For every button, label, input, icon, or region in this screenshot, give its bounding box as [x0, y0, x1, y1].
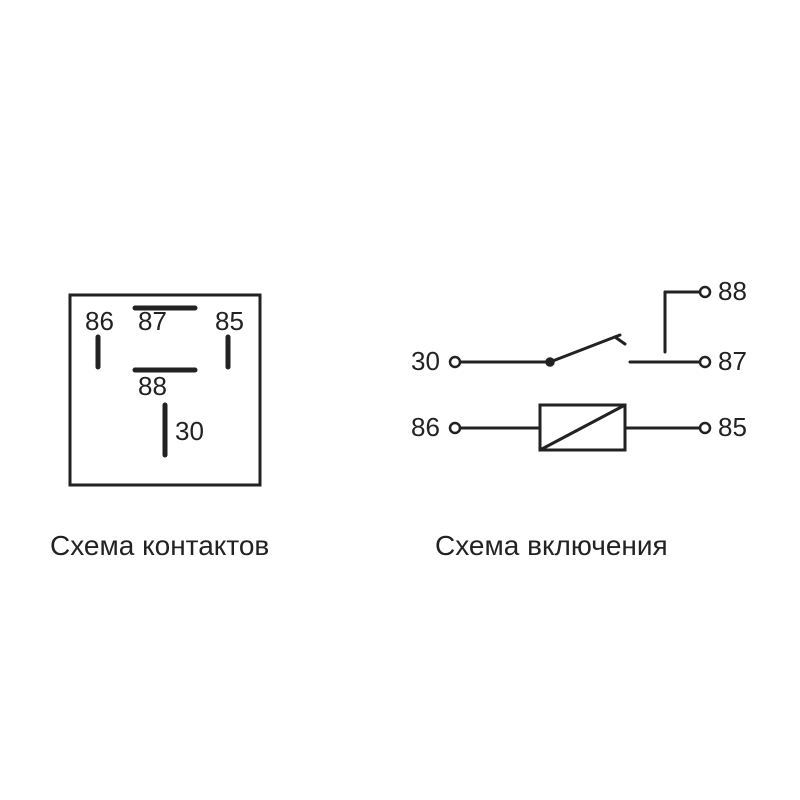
- terminal-t88: [700, 287, 710, 297]
- terminal-t30: [450, 357, 460, 367]
- terminal-label-t86: 86: [411, 412, 440, 442]
- terminal-label-t87: 87: [718, 346, 747, 376]
- pin-label-p86: 86: [85, 306, 114, 336]
- terminal-t87: [700, 357, 710, 367]
- coil-diagonal: [540, 405, 625, 450]
- left-caption: Схема контактов: [50, 530, 269, 562]
- pin-label-p85: 85: [215, 306, 244, 336]
- terminal-t86: [450, 423, 460, 433]
- switch-pivot: [547, 359, 554, 366]
- switch-tip: [615, 337, 625, 344]
- terminal-label-t88: 88: [718, 276, 747, 306]
- terminal-t85: [700, 423, 710, 433]
- terminal-label-t30: 30: [411, 346, 440, 376]
- pin-label-p88: 88: [138, 371, 167, 401]
- right-caption: Схема включения: [435, 530, 668, 562]
- terminal-label-t85: 85: [718, 412, 747, 442]
- switch-arm: [550, 335, 620, 362]
- pin-label-p30: 30: [175, 416, 204, 446]
- pin-label-p87: 87: [138, 306, 167, 336]
